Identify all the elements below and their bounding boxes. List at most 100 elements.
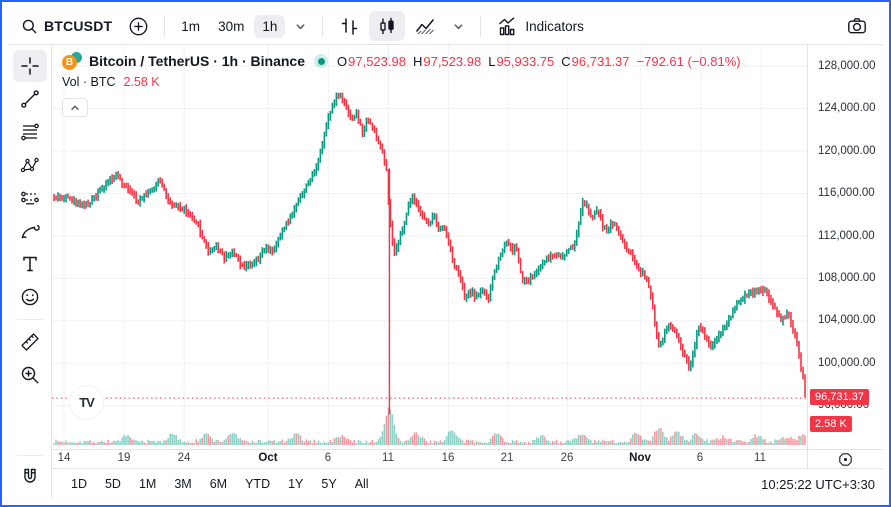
add-symbol-button[interactable] <box>121 12 156 41</box>
drawing-toolbar <box>8 45 52 499</box>
ruler-icon <box>19 331 41 353</box>
axis-settings-cell <box>807 449 883 468</box>
price-axis-label: 112,000.00 <box>818 229 875 242</box>
bottom-toolbar: 1D 5D 1M 3M 6M YTD 1Y 5Y All 10:25:22 UTC+3:30 <box>52 468 883 499</box>
time-axis-label: 6 <box>696 452 704 464</box>
price-axis-label: 120,000.00 <box>818 144 876 157</box>
volume-badge: 2.58 K <box>810 416 852 432</box>
trading-chart-app: BTCUSDT 1m 30m 1h <box>8 8 883 499</box>
open-value: 97,523.98 <box>348 53 406 69</box>
brush-tool-button[interactable] <box>13 215 47 247</box>
clock[interactable]: 10:25:22 UTC+3:30 <box>761 476 875 492</box>
timeframe-1h-button[interactable]: 1h <box>254 14 286 38</box>
chart-style-candles-button[interactable] <box>369 11 406 41</box>
main-area: B Bitcoin / TetherUS · 1h · Binance O 97,… <box>8 45 883 499</box>
price-axis-label: 116,000.00 <box>818 187 875 200</box>
timeframe-dropdown-button[interactable] <box>287 16 314 37</box>
open-label: O <box>337 53 348 69</box>
range-button-1y[interactable]: 1Y <box>281 474 310 494</box>
projection-icon <box>19 187 41 209</box>
time-axis-label: Nov <box>629 452 651 464</box>
zoom-in-icon <box>19 364 41 386</box>
price-scale-settings-button[interactable] <box>833 450 859 468</box>
pair-logo-icon: B <box>62 52 82 70</box>
close-label: C <box>561 53 571 69</box>
chevron-down-icon <box>294 20 307 33</box>
trend-line-tool-button[interactable] <box>13 83 47 115</box>
ohlc-values: O 97,523.98 H 97,523.98 L 95,933.75 C 96,731… <box>337 54 741 69</box>
time-axis-label: 26 <box>560 452 574 464</box>
chart-legend: B Bitcoin / TetherUS · 1h · Binance O 97,… <box>62 52 741 117</box>
price-axis-label: 124,000.00 <box>818 102 876 115</box>
range-button-all[interactable]: All <box>348 474 376 494</box>
tradingview-logo[interactable]: TV <box>70 386 103 419</box>
high-label: H <box>412 53 423 69</box>
volume-label[interactable]: Vol · BTC <box>62 75 116 89</box>
range-button-5y[interactable]: 5Y <box>314 474 343 494</box>
toolbar-divider <box>164 15 166 37</box>
time-axis-label: Oct <box>258 452 278 464</box>
chart-style-bars-button[interactable] <box>331 11 367 41</box>
price-axis-label: 100,000.00 <box>818 356 876 369</box>
range-button-6m[interactable]: 6M <box>203 474 234 494</box>
brush-icon <box>19 220 41 242</box>
change-value: −792.61 (−0.81%) <box>636 53 741 69</box>
trend-line-icon <box>19 88 41 110</box>
projection-tool-button[interactable] <box>13 182 47 214</box>
range-button-1m[interactable]: 1M <box>132 474 163 494</box>
fib-retracement-tool-button[interactable] <box>13 116 47 148</box>
symbol-name: BTCUSDT <box>44 18 113 34</box>
time-axis[interactable]: 14 19 24 Oct 6 11 16 21 26 Nov 6 11 <box>52 449 807 468</box>
symbol-search-button[interactable]: BTCUSDT <box>14 14 119 39</box>
gear-icon <box>837 451 854 468</box>
range-button-3m[interactable]: 3M <box>167 474 198 494</box>
measure-tool-button[interactable] <box>13 326 47 358</box>
chevron-down-icon <box>452 20 465 33</box>
collapse-pane-button[interactable] <box>62 98 88 117</box>
volume-value: 2.58 K <box>123 75 160 89</box>
chart-style-dropdown-button[interactable] <box>445 16 472 37</box>
emoji-icon <box>19 286 41 308</box>
plus-circle-icon <box>128 16 149 37</box>
emoji-tool-button[interactable] <box>13 281 47 313</box>
candles-style-icon <box>376 15 398 37</box>
price-axis-label: 128,000.00 <box>818 60 876 72</box>
time-axis-label: 6 <box>324 452 332 464</box>
chart-pane: B Bitcoin / TetherUS · 1h · Binance O 97,… <box>52 45 807 449</box>
price-axis[interactable]: 128,000.00 124,000.00 120,000.00 116,000.00… <box>807 45 883 449</box>
crosshair-tool-button[interactable] <box>12 50 47 82</box>
indicators-icon <box>496 15 519 38</box>
snapshot-button[interactable] <box>839 11 875 41</box>
zoom-in-tool-button[interactable] <box>13 359 47 391</box>
magnet-tool-button[interactable] <box>13 461 47 493</box>
text-icon <box>19 253 41 275</box>
timeframe-30m-button[interactable]: 30m <box>210 15 252 38</box>
toolbar-divider <box>16 319 43 320</box>
range-button-1d[interactable]: 1D <box>64 474 94 494</box>
high-value: 97,523.98 <box>423 53 482 69</box>
timeframe-1m-button[interactable]: 1m <box>173 15 208 38</box>
market-status-icon <box>314 54 328 68</box>
time-axis-label: 19 <box>117 452 131 464</box>
time-axis-label: 11 <box>754 452 766 464</box>
text-tool-button[interactable] <box>13 248 47 280</box>
fib-lines-icon <box>19 121 41 143</box>
chevron-up-icon <box>69 102 81 114</box>
range-button-5d[interactable]: 5D <box>98 474 128 494</box>
crosshair-icon <box>19 55 41 77</box>
indicators-button[interactable]: Indicators <box>489 11 591 42</box>
search-icon <box>21 18 38 35</box>
indicators-label: Indicators <box>525 18 584 34</box>
top-toolbar: BTCUSDT 1m 30m 1h <box>8 8 883 45</box>
toolbar-divider <box>322 15 324 37</box>
low-label: L <box>488 53 496 69</box>
time-axis-label: 16 <box>441 452 455 464</box>
xabcd-pattern-tool-button[interactable] <box>13 149 47 181</box>
chart-style-area-button[interactable] <box>407 11 443 41</box>
range-button-ytd[interactable]: YTD <box>238 474 277 494</box>
time-axis-label: 14 <box>57 452 71 464</box>
symbol-title[interactable]: Bitcoin / TetherUS · 1h · Binance <box>89 53 305 69</box>
price-chart-canvas[interactable] <box>52 45 807 449</box>
camera-icon <box>846 15 868 37</box>
